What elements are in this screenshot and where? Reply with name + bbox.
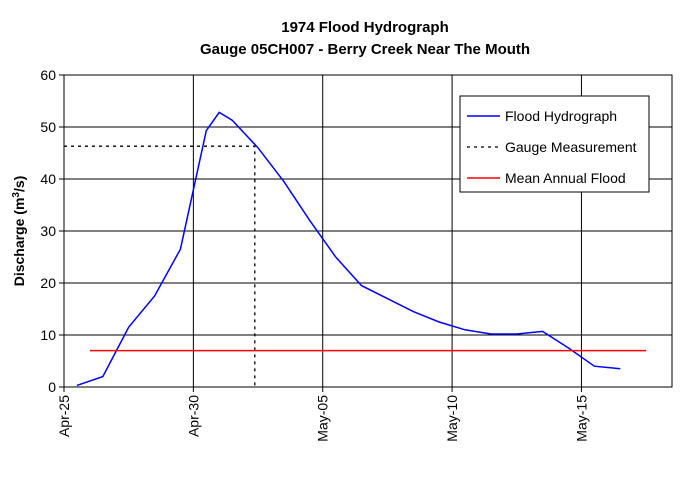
y-tick-label: 0 xyxy=(48,379,56,395)
y-axis-ticks: 0 10 20 30 40 50 60 xyxy=(40,67,64,395)
y-tick-label: 50 xyxy=(40,119,56,135)
x-tick-label: Apr-25 xyxy=(56,395,72,437)
y-tick-label: 10 xyxy=(40,327,56,343)
x-tick-label: Apr-30 xyxy=(185,395,201,437)
x-tick-label: May-10 xyxy=(444,395,460,442)
legend-box xyxy=(459,95,650,193)
chart-subtitle: Gauge 05CH007 - Berry Creek Near The Mou… xyxy=(200,41,530,58)
y-tick-label: 40 xyxy=(40,171,56,187)
legend-label: Flood Hydrograph xyxy=(505,108,617,124)
legend-label: Gauge Measurement xyxy=(505,139,637,155)
series-gauge-measurement xyxy=(64,145,256,387)
gridlines xyxy=(64,75,672,387)
y-tick-label: 60 xyxy=(40,67,56,83)
series-flood-hydrograph xyxy=(76,111,621,387)
series-lines xyxy=(64,111,647,387)
y-tick-label: 30 xyxy=(40,223,56,239)
legend: Flood Hydrograph Gauge Measurement Mean An… xyxy=(459,95,650,193)
x-tick-label: May-05 xyxy=(315,395,331,442)
chart-title: 1974 Flood Hydrograph xyxy=(281,19,449,36)
x-axis-ticks: Apr-25 Apr-30 May-05 May-10 May-15 xyxy=(56,387,589,442)
y-axis-label: Discharge (m3/s) xyxy=(11,176,27,287)
legend-label: Mean Annual Flood xyxy=(505,170,626,186)
y-tick-label: 20 xyxy=(40,275,56,291)
x-tick-label: May-15 xyxy=(573,395,589,442)
